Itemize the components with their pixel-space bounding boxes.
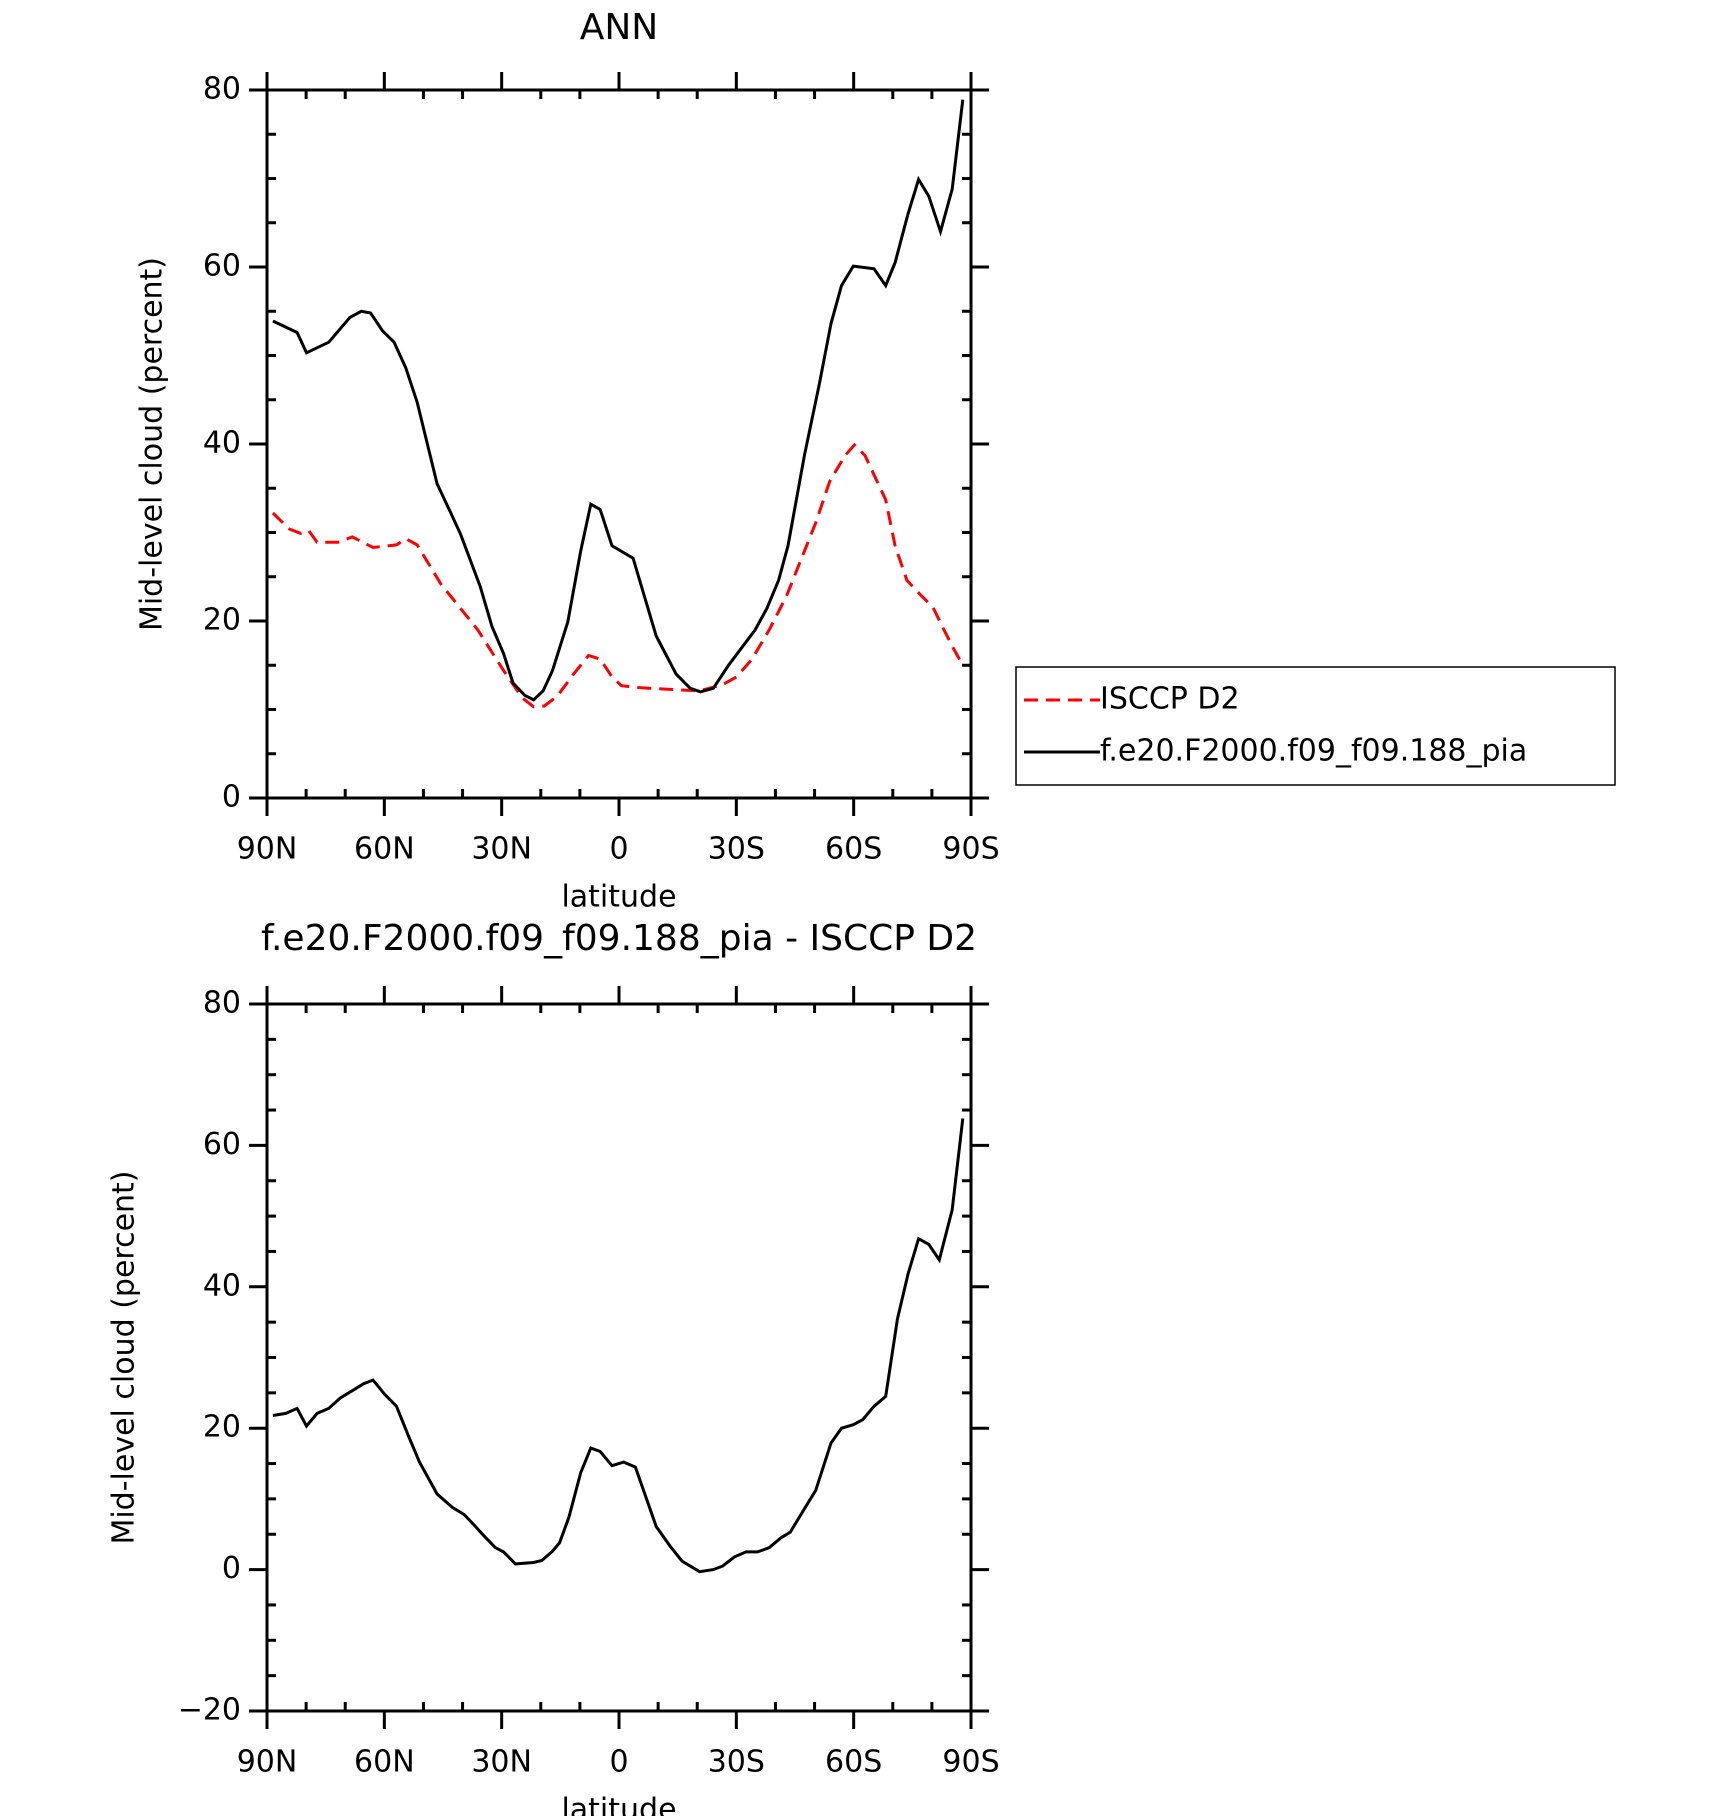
y-tick-label: 20 [203, 603, 241, 638]
x-tick-label: 30S [708, 1745, 765, 1780]
x-tick-label: 60N [354, 832, 415, 867]
legend-box [1015, 666, 1616, 786]
y-tick-label: 40 [203, 426, 241, 461]
x-axis-label: latitude [561, 880, 676, 915]
x-axis-label: latitude [561, 1793, 676, 1816]
plot-frame [265, 1002, 973, 1713]
y-tick-label: 60 [203, 1127, 241, 1162]
x-tick-label: 0 [609, 1745, 628, 1780]
x-tick-label: 90S [942, 1745, 999, 1780]
legend-label: ISCCP D2 [1100, 682, 1240, 717]
y-tick-label: 80 [203, 72, 241, 107]
data-line [272, 1118, 965, 1574]
x-tick-label: 30N [471, 832, 532, 867]
legend-label: f.e20.F2000.f09_f09.188_pia [1100, 734, 1527, 769]
y-tick-label: 40 [203, 1268, 241, 1303]
data-line [271, 442, 965, 709]
x-tick-label: 90N [237, 832, 298, 867]
x-tick-label: 60N [354, 1745, 415, 1780]
x-tick-label: 90N [237, 1745, 298, 1780]
x-tick-label: 60S [825, 832, 882, 867]
y-tick-label: 60 [203, 249, 241, 284]
x-tick-label: 30S [708, 832, 765, 867]
data-line [272, 99, 965, 702]
y-tick-label: 0 [222, 1551, 241, 1586]
x-tick-label: 60S [825, 1745, 882, 1780]
x-tick-label: 90S [942, 832, 999, 867]
plot-frame [265, 88, 973, 800]
x-tick-label: 0 [609, 832, 628, 867]
chart-title: ANN [580, 7, 659, 48]
y-tick-label: −20 [178, 1693, 241, 1728]
y-axis-label: Mid-level cloud (percent) [135, 257, 170, 631]
y-tick-label: 0 [222, 780, 241, 815]
y-axis-label: Mid-level cloud (percent) [107, 1170, 142, 1544]
y-tick-label: 80 [203, 986, 241, 1021]
x-tick-label: 30N [471, 1745, 532, 1780]
y-tick-label: 20 [203, 1410, 241, 1445]
chart-title: f.e20.F2000.f09_f09.188_pia - ISCCP D2 [261, 918, 977, 959]
